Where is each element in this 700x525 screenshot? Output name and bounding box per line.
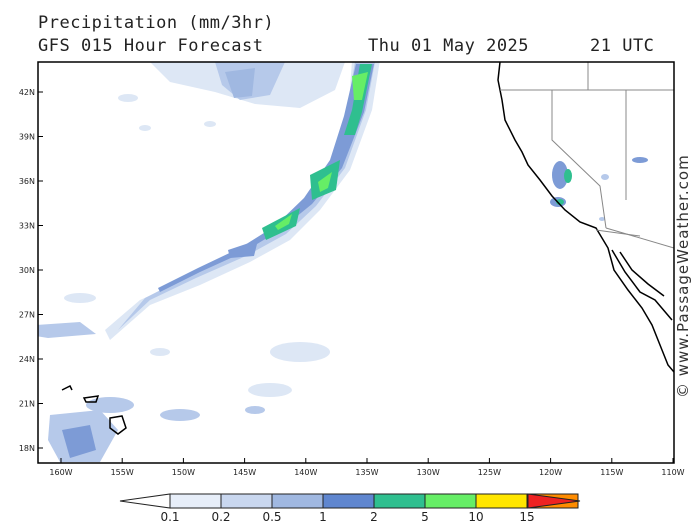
lon-label: 135W (355, 468, 378, 477)
precip-band (38, 62, 380, 340)
precip-patches (48, 62, 648, 462)
credit-text: © www.PassageWeather.com (674, 154, 692, 398)
legend-swatch (424, 493, 477, 509)
map-subtitle: GFS 015 Hour Forecast (38, 36, 264, 56)
lon-label: 130W (417, 468, 440, 477)
state-borders (500, 62, 674, 249)
legend-label: 5 (421, 510, 429, 524)
legend-swatch (271, 493, 324, 509)
lat-label: 27N (19, 311, 35, 320)
lon-label: 160W (49, 468, 72, 477)
lon-label: 125W (478, 468, 501, 477)
legend: 0.1 0.2 0.5 1 2 5 10 15 (119, 493, 581, 524)
lat-label: 24N (19, 355, 35, 364)
latitude-axis: 42N 39N 36N 33N 30N 27N 24N 21N 18N (19, 88, 43, 453)
map-title: Precipitation (mm/3hr) (38, 13, 275, 33)
lat-label: 30N (19, 266, 35, 275)
lat-label: 36N (19, 177, 35, 186)
legend-label: 0.1 (160, 510, 179, 524)
legend-label: 15 (519, 510, 534, 524)
legend-label: 10 (468, 510, 483, 524)
legend-swatch (169, 493, 222, 509)
lon-label: 140W (294, 468, 317, 477)
lat-label: 39N (19, 133, 35, 142)
forecast-date: Thu 01 May 2025 (368, 36, 530, 56)
lon-label: 120W (539, 468, 562, 477)
map-area (38, 62, 674, 463)
lat-label: 18N (19, 444, 35, 453)
legend-low-arrow (119, 493, 171, 509)
lon-label: 145W (233, 468, 256, 477)
lon-label: 155W (111, 468, 134, 477)
lon-label: 110W (661, 468, 684, 477)
coastline (61, 62, 674, 435)
legend-label: 1 (319, 510, 327, 524)
longitude-axis: 160W 155W 150W 145W 140W 135W 130W 125W 120W 115W… (49, 458, 685, 477)
lat-label: 42N (19, 88, 35, 97)
legend-swatch (373, 493, 426, 509)
legend-swatch (475, 493, 528, 509)
legend-label: 0.2 (211, 510, 230, 524)
legend-swatch (220, 493, 273, 509)
legend-swatch (322, 493, 375, 509)
lat-label: 33N (19, 222, 35, 231)
legend-label: 0.5 (262, 510, 281, 524)
legend-label: 2 (370, 510, 378, 524)
lat-label: 21N (19, 400, 35, 409)
lon-label: 150W (172, 468, 195, 477)
forecast-time: 21 UTC (590, 36, 655, 56)
legend-high-arrow (527, 493, 581, 509)
map-frame (37, 61, 675, 464)
lon-label: 115W (600, 468, 623, 477)
